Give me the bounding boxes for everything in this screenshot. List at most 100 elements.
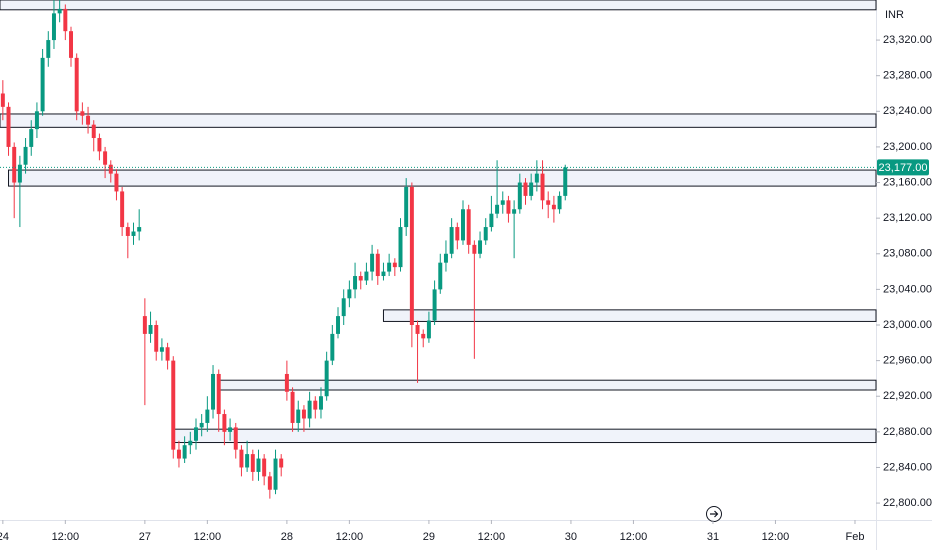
scroll-to-realtime[interactable] bbox=[706, 506, 722, 522]
last-price-label: 23,177.00 bbox=[879, 162, 928, 174]
y-tick-label: 22,880.00 bbox=[883, 426, 932, 438]
candle-body bbox=[336, 316, 341, 334]
zone bbox=[172, 428, 877, 444]
candle-body bbox=[387, 262, 392, 272]
candle-body bbox=[250, 454, 255, 472]
zone bbox=[8, 169, 877, 187]
y-tick-label: 23,040.00 bbox=[883, 283, 932, 295]
candle-body bbox=[483, 227, 488, 241]
candle-body bbox=[415, 325, 420, 334]
y-tick-label: 23,120.00 bbox=[883, 212, 932, 224]
candle-body bbox=[318, 396, 323, 410]
x-tick-label: 31 bbox=[707, 531, 719, 543]
candle-body bbox=[472, 244, 477, 254]
currency-label: INR bbox=[885, 9, 904, 21]
candle-body bbox=[245, 454, 250, 468]
candle-body bbox=[438, 262, 443, 290]
candle-body bbox=[381, 271, 386, 277]
candle-body bbox=[267, 476, 272, 490]
candle-body bbox=[375, 253, 380, 277]
candle-body bbox=[478, 240, 483, 254]
y-tick-label: 23,080.00 bbox=[883, 248, 932, 260]
candle-body bbox=[29, 129, 34, 147]
candle-body bbox=[125, 227, 130, 236]
candle-body bbox=[455, 227, 460, 241]
candle-body bbox=[290, 391, 295, 423]
y-tick-label: 23,200.00 bbox=[883, 141, 932, 153]
y-tick-label: 23,280.00 bbox=[883, 70, 932, 82]
candle-body bbox=[0, 93, 5, 107]
candle-body bbox=[404, 186, 409, 228]
plot-area bbox=[0, 0, 877, 499]
candle-body bbox=[86, 115, 91, 125]
candle-body bbox=[131, 231, 136, 236]
x-tick-label: 12:00 bbox=[52, 531, 80, 543]
candle-body bbox=[34, 111, 39, 130]
candle-body bbox=[489, 213, 494, 228]
candle-body bbox=[517, 182, 522, 210]
candle-body bbox=[57, 8, 62, 14]
candle-body bbox=[449, 227, 454, 254]
y-tick-label: 23,240.00 bbox=[883, 105, 932, 117]
candle-body bbox=[262, 458, 267, 477]
y-tick-label: 23,320.00 bbox=[883, 34, 932, 46]
candle-body bbox=[495, 204, 500, 214]
candle-body bbox=[307, 400, 312, 419]
zone bbox=[218, 379, 877, 391]
candle-body bbox=[370, 253, 375, 272]
candle-body bbox=[108, 164, 113, 174]
candle-body bbox=[273, 458, 278, 490]
candle-body bbox=[216, 373, 221, 415]
candle-body bbox=[63, 8, 68, 32]
y-tick-label: 23,000.00 bbox=[883, 319, 932, 331]
candle-body bbox=[284, 373, 289, 392]
candle-body bbox=[466, 209, 471, 245]
candle-body bbox=[51, 13, 56, 41]
candle-body bbox=[40, 57, 45, 112]
x-tick-label: 12:00 bbox=[194, 531, 222, 543]
last-price-box bbox=[877, 159, 929, 176]
x-tick-label: Feb bbox=[845, 531, 864, 543]
candle-body bbox=[23, 146, 28, 165]
y-tick-label: 22,800.00 bbox=[883, 497, 932, 509]
x-tick-label: 27 bbox=[139, 531, 151, 543]
candle-body bbox=[171, 360, 176, 450]
candle-body bbox=[176, 449, 181, 459]
candle-body bbox=[142, 316, 147, 334]
candle-body bbox=[46, 40, 51, 58]
candle-body bbox=[182, 445, 187, 459]
candle-body bbox=[358, 276, 363, 281]
candle-body bbox=[188, 440, 193, 446]
candle-body bbox=[148, 325, 153, 334]
candle-body bbox=[500, 200, 505, 205]
candle-body bbox=[557, 195, 562, 210]
zone bbox=[0, 113, 877, 128]
x-tick-label: 28 bbox=[281, 531, 293, 543]
candle-body bbox=[301, 409, 306, 419]
candle-body bbox=[165, 347, 170, 361]
candle-body bbox=[211, 373, 216, 410]
candle-body bbox=[512, 209, 517, 214]
candle-body bbox=[461, 209, 465, 241]
candle-body bbox=[233, 427, 238, 450]
x-tick-label: 29 bbox=[423, 531, 435, 543]
x-tick-label: 12:00 bbox=[762, 531, 790, 543]
candle-body bbox=[199, 422, 204, 428]
candle-body bbox=[154, 325, 159, 352]
candle-body bbox=[546, 200, 551, 205]
x-tick-label: 30 bbox=[565, 531, 577, 543]
candle-body bbox=[194, 427, 198, 441]
candle-body bbox=[91, 124, 96, 139]
candle-body bbox=[103, 151, 108, 165]
candle-body bbox=[409, 186, 414, 325]
candle-body bbox=[364, 271, 369, 281]
candle-body bbox=[506, 200, 511, 214]
zone bbox=[382, 309, 877, 322]
candle-body bbox=[239, 449, 244, 468]
x-tick-label: 12:00 bbox=[478, 531, 506, 543]
candle-body bbox=[313, 400, 318, 410]
candle-body bbox=[228, 427, 233, 432]
